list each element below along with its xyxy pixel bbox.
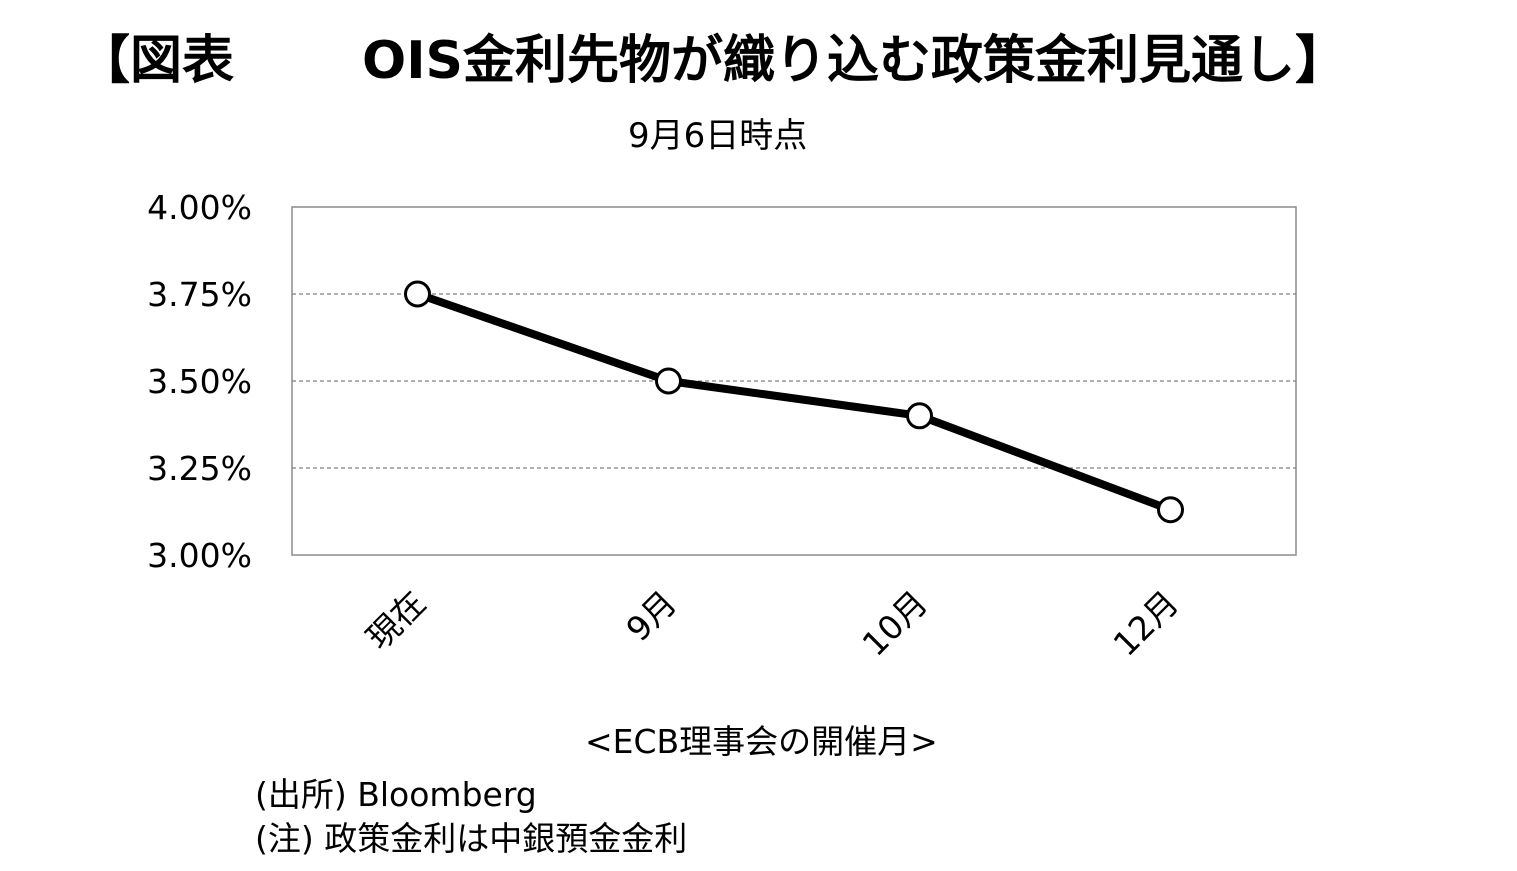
y-tick-label: 3.00% [147, 536, 252, 575]
line-chart: 4.00% 3.75% 3.50% 3.25% 3.00% 現在 9月 10月 12月 [147, 188, 1297, 664]
figure-label: 【図表 [78, 31, 235, 91]
y-axis: 4.00% 3.75% 3.50% 3.25% 3.00% [147, 188, 252, 575]
y-tick-label: 4.00% [147, 188, 252, 227]
x-tick-label: 12月 [1106, 583, 1187, 664]
x-tick-label: 現在 [359, 583, 433, 657]
chart-subtitle: 9月6日時点 [628, 116, 808, 156]
data-point [404, 280, 431, 308]
grid-layer [291, 206, 1297, 556]
data-point [906, 402, 933, 430]
data-point [655, 367, 682, 395]
x-tick-label: 10月 [855, 583, 936, 664]
chart-title: OIS金利先物が織り込む政策金利見通し】 [362, 31, 1348, 91]
data-point [1157, 496, 1184, 524]
x-tick-label: 9月 [618, 583, 684, 649]
series-line [416, 290, 1172, 514]
source-note: (出所) Bloomberg [255, 775, 537, 814]
y-tick-label: 3.75% [147, 275, 252, 314]
x-axis: 現在 9月 10月 12月 [359, 583, 1186, 664]
y-tick-label: 3.50% [147, 362, 252, 401]
y-tick-label: 3.25% [147, 449, 252, 488]
footnote: (注) 政策金利は中銀預金金利 [255, 819, 688, 858]
series-layer [404, 280, 1184, 524]
x-axis-label: <ECB理事会の開催月> [585, 722, 938, 761]
